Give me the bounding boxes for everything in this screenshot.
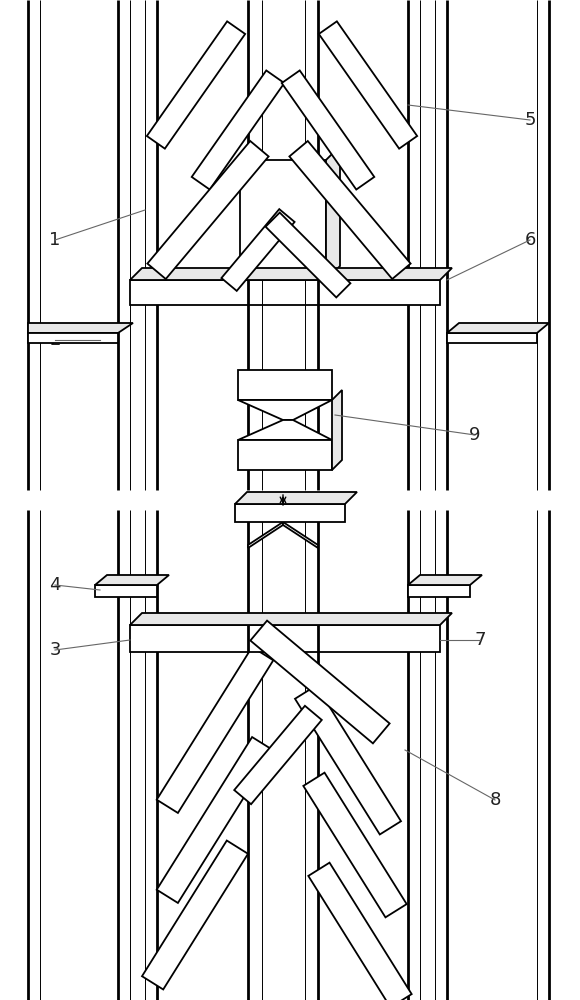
Polygon shape: [238, 370, 332, 400]
Polygon shape: [408, 575, 482, 585]
Polygon shape: [235, 504, 345, 522]
Polygon shape: [28, 323, 133, 333]
Polygon shape: [238, 440, 332, 470]
Polygon shape: [130, 280, 440, 305]
Polygon shape: [248, 522, 283, 548]
Polygon shape: [289, 141, 411, 279]
Polygon shape: [238, 400, 332, 420]
Text: 4: 4: [49, 576, 61, 594]
Text: 7: 7: [474, 631, 486, 649]
Text: 6: 6: [524, 231, 536, 249]
Polygon shape: [303, 773, 407, 917]
Polygon shape: [130, 268, 452, 280]
Polygon shape: [235, 492, 357, 504]
Polygon shape: [147, 21, 245, 149]
Polygon shape: [192, 70, 284, 190]
Polygon shape: [157, 737, 273, 903]
Text: 3: 3: [49, 641, 61, 659]
Polygon shape: [447, 323, 549, 333]
Polygon shape: [28, 333, 118, 343]
Text: 9: 9: [469, 426, 481, 444]
Polygon shape: [282, 70, 374, 190]
Polygon shape: [266, 213, 350, 297]
Polygon shape: [95, 575, 169, 585]
Polygon shape: [142, 841, 248, 989]
Polygon shape: [240, 160, 326, 280]
Text: 8: 8: [490, 791, 501, 809]
Polygon shape: [447, 333, 537, 343]
Polygon shape: [251, 621, 390, 743]
Polygon shape: [295, 686, 401, 834]
Polygon shape: [157, 647, 273, 813]
Polygon shape: [408, 585, 470, 597]
Polygon shape: [147, 141, 269, 279]
Polygon shape: [283, 522, 318, 548]
Polygon shape: [319, 21, 417, 149]
Polygon shape: [326, 146, 340, 280]
Polygon shape: [238, 420, 332, 440]
Polygon shape: [309, 863, 412, 1000]
Polygon shape: [234, 706, 322, 804]
Polygon shape: [95, 585, 157, 597]
Polygon shape: [130, 613, 452, 625]
Text: 2: 2: [49, 331, 61, 349]
Text: 1: 1: [49, 231, 61, 249]
Polygon shape: [222, 209, 295, 291]
Polygon shape: [130, 625, 440, 652]
Polygon shape: [332, 390, 342, 470]
Text: 5: 5: [524, 111, 536, 129]
